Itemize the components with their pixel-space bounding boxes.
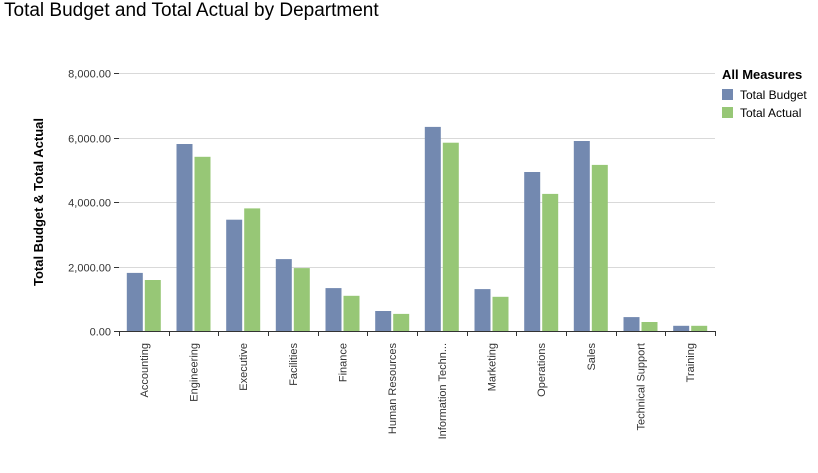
bar-total-budget[interactable]	[424, 126, 441, 332]
legend-title: All Measures	[722, 67, 802, 82]
x-category-label: Training	[685, 343, 697, 382]
bar-total-actual[interactable]	[691, 325, 708, 331]
legend-entry[interactable]: Total Budget	[740, 88, 807, 102]
bar-total-budget[interactable]	[325, 288, 342, 331]
bar-total-budget[interactable]	[226, 219, 243, 331]
bar-total-actual[interactable]	[343, 295, 360, 331]
legend-entry[interactable]: Total Actual	[740, 106, 801, 120]
bar-total-actual[interactable]	[591, 164, 608, 331]
bar-total-budget[interactable]	[623, 317, 640, 331]
legend-swatch	[722, 107, 733, 118]
x-category-label: Marketing	[487, 343, 499, 391]
y-tick-label: 6,000.00	[68, 134, 111, 146]
bar-total-budget[interactable]	[524, 172, 541, 331]
bar-total-budget[interactable]	[126, 272, 143, 331]
tick-labels: 0.00 2,000.00 4,000.00 6,000.00 8,000.00	[68, 69, 111, 339]
legend-swatch	[722, 89, 733, 100]
bar-total-actual[interactable]	[442, 142, 459, 331]
bar-total-actual[interactable]	[244, 208, 261, 331]
chart-title: Total Budget and Total Actual by Departm…	[4, 0, 379, 21]
bar-total-actual[interactable]	[293, 268, 310, 331]
y-tick-label: 2,000.00	[68, 263, 111, 275]
y-tick-label: 8,000.00	[68, 69, 111, 81]
bar-total-budget[interactable]	[673, 325, 690, 331]
y-axis-label: Total Budget & Total Actual	[31, 118, 46, 286]
bar-total-budget[interactable]	[176, 144, 193, 331]
bar-total-actual[interactable]	[641, 322, 658, 331]
x-category-label: Operations	[536, 343, 548, 397]
x-category-label: Human Resources	[387, 343, 399, 435]
bar-total-actual[interactable]	[144, 280, 161, 331]
bar-total-budget[interactable]	[375, 311, 392, 331]
bar-total-actual[interactable]	[542, 193, 559, 331]
x-category-label: Engineering	[189, 343, 201, 402]
x-category-label: Technical Support	[636, 343, 648, 430]
x-category-label: Facilities	[288, 343, 300, 386]
gridlines	[119, 73, 715, 268]
bar-total-budget[interactable]	[573, 141, 590, 331]
x-category-label: Sales	[586, 343, 598, 371]
y-tick-label: 0.00	[90, 327, 111, 339]
bar-total-budget[interactable]	[275, 259, 292, 331]
bar-total-budget[interactable]	[474, 289, 491, 331]
bars	[126, 126, 708, 332]
category-labels: Accounting Engineering Executive Facilities…	[139, 343, 697, 440]
bar-total-actual[interactable]	[492, 296, 509, 331]
y-tick-label: 4,000.00	[68, 198, 111, 210]
legend: All Measures Total Budget Total Actual	[722, 67, 807, 120]
x-category-label: Executive	[238, 343, 250, 391]
bar-total-actual[interactable]	[393, 313, 410, 331]
x-category-label: Accounting	[139, 343, 151, 397]
axes	[114, 73, 716, 336]
x-category-label: Information Techn...	[437, 343, 449, 439]
x-category-label: Finance	[338, 343, 350, 382]
bar-total-actual[interactable]	[194, 156, 211, 331]
